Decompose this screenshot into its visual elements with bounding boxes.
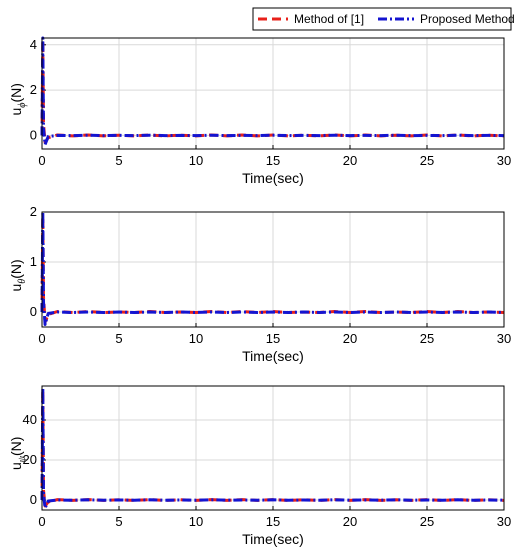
series-line-proposed-method — [40, 210, 505, 326]
panel-u-theta: 0 5 10 15 20 25 30 0 1 2 Time(sec) uθ(N) — [8, 204, 511, 364]
series-line-method-of-1 — [40, 38, 505, 144]
x-tick-label: 5 — [115, 153, 122, 168]
x-tick-label: 30 — [497, 153, 511, 168]
x-tick-label: 5 — [115, 514, 122, 529]
x-tick-label: 0 — [38, 331, 45, 346]
x-tick-label: 15 — [266, 153, 280, 168]
legend-label-proposed: Proposed Method — [420, 12, 515, 26]
x-tick-label: 20 — [343, 514, 357, 529]
y-label-unit: (N) — [8, 83, 24, 102]
x-tick-label: 25 — [420, 153, 434, 168]
x-tick-label: 0 — [38, 153, 45, 168]
y-tick-label: 2 — [30, 82, 37, 97]
y-label-subscript: θ — [17, 279, 28, 284]
y-tick-label: 0 — [30, 304, 37, 319]
x-tick-label: 10 — [189, 153, 203, 168]
panel-u-psi: 0 5 10 15 20 25 30 0 20 40 Time(sec) uψ(N) — [8, 385, 511, 547]
axes-frame — [41, 37, 505, 150]
series-line-proposed-method — [40, 36, 505, 146]
x-tick-label: 30 — [497, 331, 511, 346]
x-tick-label: 25 — [420, 514, 434, 529]
x-tick-label: 5 — [115, 331, 122, 346]
y-tick-label: 20 — [23, 452, 37, 467]
axes-frame — [41, 211, 505, 328]
series-line-proposed-method — [40, 386, 505, 510]
x-tick-label: 15 — [266, 514, 280, 529]
y-axis-label: uψ(N) — [8, 437, 28, 470]
x-axis-label: Time(sec) — [242, 170, 304, 186]
y-tick-label: 4 — [30, 37, 37, 52]
x-tick-label: 30 — [497, 514, 511, 529]
x-axis-label: Time(sec) — [242, 348, 304, 364]
y-label-main: u — [8, 284, 24, 292]
y-label-unit: (N) — [8, 259, 24, 278]
x-tick-label: 20 — [343, 153, 357, 168]
y-label-main: u — [8, 462, 24, 470]
legend: Method of [1] Proposed Method — [252, 7, 515, 31]
x-tick-label: 25 — [420, 331, 434, 346]
y-tick-label: 0 — [30, 492, 37, 507]
y-label-subscript: ψ — [17, 455, 28, 462]
y-axis-label: uϕ(N) — [8, 83, 28, 115]
x-tick-label: 10 — [189, 331, 203, 346]
y-tick-label: 0 — [30, 127, 37, 142]
y-label-subscript: ϕ — [17, 103, 28, 108]
y-label-main: u — [8, 108, 24, 116]
y-tick-label: 1 — [30, 254, 37, 269]
y-axis-label: uθ(N) — [8, 259, 28, 291]
y-tick-label: 2 — [30, 204, 37, 219]
axes-frame — [41, 385, 505, 511]
y-label-unit: (N) — [8, 437, 24, 456]
y-tick-label: 40 — [23, 412, 37, 427]
x-axis-label: Time(sec) — [242, 531, 304, 547]
panel-u-phi: 0 5 10 15 20 25 30 0 2 4 Time(sec) uϕ(N) — [8, 36, 511, 186]
x-tick-label: 20 — [343, 331, 357, 346]
x-tick-label: 15 — [266, 331, 280, 346]
legend-label-method1: Method of [1] — [294, 12, 364, 26]
x-tick-label: 10 — [189, 514, 203, 529]
x-tick-label: 0 — [38, 514, 45, 529]
